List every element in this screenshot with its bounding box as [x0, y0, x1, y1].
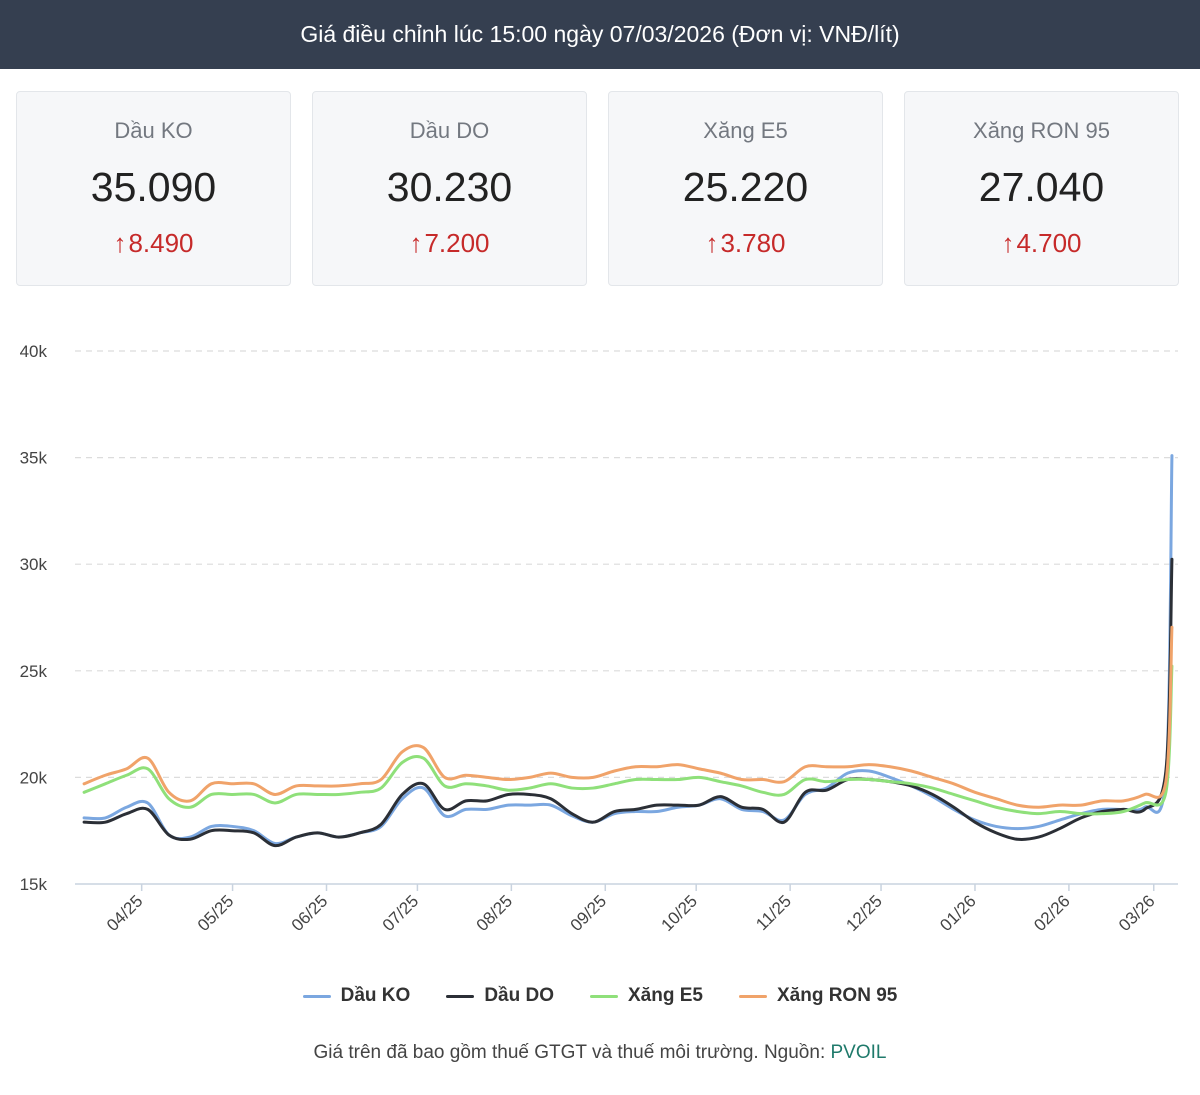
- card-label: Dầu KO: [114, 118, 193, 143]
- x-tick-label: 08/25: [473, 891, 517, 935]
- arrow-up-icon: ↑: [113, 228, 127, 258]
- legend-swatch: [302, 994, 331, 998]
- card-price: 27.040: [978, 164, 1105, 210]
- x-tick-label: 01/26: [936, 891, 980, 935]
- footer-text: Giá trên đã bao gồm thuế GTGT và thuế mô…: [313, 1042, 826, 1063]
- series-line: [82, 625, 1174, 809]
- x-tick-label: 05/25: [194, 891, 238, 935]
- card-change-value: 7.200: [424, 228, 490, 258]
- legend-swatch: [590, 994, 618, 998]
- arrow-up-icon: ↑: [409, 228, 423, 258]
- x-tick-label: 07/25: [379, 891, 423, 935]
- card-label: Dầu DO: [409, 118, 490, 143]
- price-card-xang-ron95: Xăng RON 95 27.040 ↑4.700: [904, 91, 1179, 286]
- legend-label: Dầu DO: [484, 985, 554, 1006]
- arrow-up-icon: ↑: [705, 228, 719, 258]
- legend-swatch: [446, 994, 475, 998]
- legend-label: Xăng RON 95: [776, 985, 898, 1006]
- price-card-xang-e5: Xăng E5 25.220 ↑3.780: [608, 91, 883, 286]
- card-change: ↑4.700: [905, 228, 1178, 259]
- legend-item-dau-do[interactable]: Dầu DO: [446, 985, 554, 1007]
- price-card-dau-ko: Dầu KO 35.090 ↑8.490: [16, 91, 291, 286]
- series-line: [82, 454, 1174, 846]
- card-price: 35.090: [90, 164, 217, 210]
- footer-note: Giá trên đã bao gồm thuế GTGT và thuế mô…: [0, 1042, 1200, 1064]
- x-tick-label: 11/25: [752, 891, 795, 934]
- card-change: ↑3.780: [609, 228, 882, 259]
- y-tick-label: 25k: [20, 662, 48, 681]
- x-tick-label: 10/25: [658, 891, 702, 935]
- card-price: 25.220: [682, 164, 809, 210]
- card-change-value: 3.780: [720, 228, 786, 258]
- x-tick-label: 04/25: [103, 891, 147, 935]
- card-price: 30.230: [386, 164, 513, 210]
- legend-item-xang-e5[interactable]: Xăng E5: [590, 985, 703, 1007]
- y-tick-label: 15k: [20, 875, 48, 894]
- y-tick-label: 20k: [20, 768, 48, 787]
- price-card-dau-do: Dầu DO 30.230 ↑7.200: [312, 91, 587, 286]
- card-change-value: 8.490: [128, 228, 194, 258]
- legend-item-dau-ko[interactable]: Dầu KO: [302, 985, 411, 1007]
- series-line: [82, 664, 1174, 816]
- y-tick-label: 40k: [20, 342, 48, 361]
- series-line: [82, 557, 1174, 848]
- arrow-up-icon: ↑: [1001, 228, 1015, 258]
- y-tick-label: 35k: [20, 449, 48, 468]
- x-tick-label: 12/25: [842, 891, 886, 935]
- x-tick-label: 06/25: [288, 891, 332, 935]
- page-header: Giá điều chỉnh lúc 15:00 ngày 07/03/2026…: [0, 0, 1200, 69]
- x-tick-label: 03/26: [1115, 891, 1159, 935]
- legend-label: Dầu KO: [340, 985, 411, 1006]
- legend-label: Xăng E5: [628, 985, 703, 1006]
- y-tick-label: 30k: [20, 555, 48, 574]
- chart-series: [82, 454, 1174, 848]
- chart-legend: Dầu KO Dầu DO Xăng E5 Xăng RON 95: [0, 982, 1200, 1010]
- x-tick-label: 09/25: [567, 891, 611, 935]
- card-change: ↑7.200: [313, 228, 586, 259]
- card-change: ↑8.490: [17, 228, 290, 259]
- card-label: Xăng E5: [703, 118, 788, 143]
- card-label: Xăng RON 95: [973, 118, 1110, 143]
- chart-axes: 15k 20k 25k 30k 35k 40k 04/25 05/25 06/25 07/25 08…: [20, 342, 1178, 935]
- x-tick-label: 02/26: [1030, 891, 1074, 935]
- chart-grid: [75, 350, 1178, 778]
- source-link[interactable]: PVOIL: [830, 1042, 887, 1063]
- price-cards: Dầu KO 35.090 ↑8.490 Dầu DO 30.230 ↑7.20…: [16, 91, 1180, 286]
- card-change-value: 4.700: [1016, 228, 1082, 258]
- header-title: Giá điều chỉnh lúc 15:00 ngày 07/03/2026…: [300, 21, 900, 47]
- price-line-chart: 15k 20k 25k 30k 35k 40k 04/25 05/25 06/25 07/25 08…: [20, 342, 1178, 935]
- legend-swatch: [738, 994, 767, 998]
- legend-item-xang-ron95[interactable]: Xăng RON 95: [738, 985, 898, 1007]
